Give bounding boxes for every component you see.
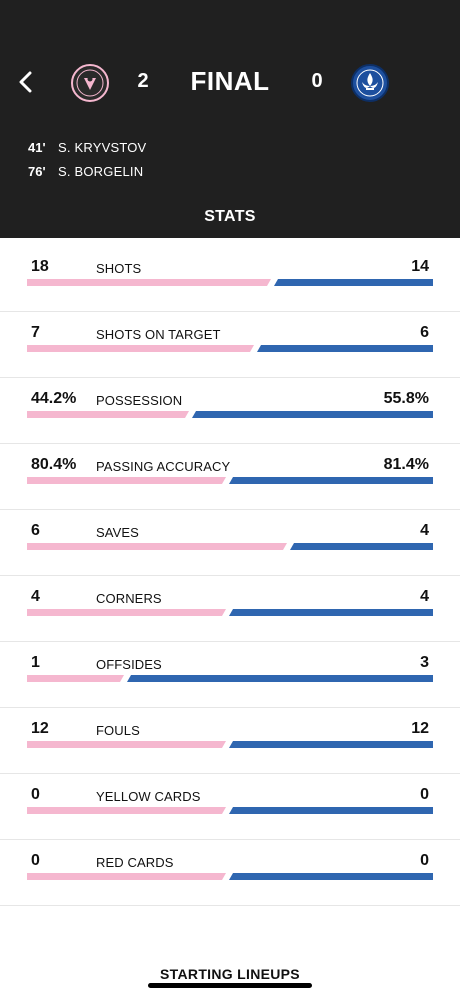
- home-indicator: [148, 983, 312, 988]
- stat-comparison-bar: [27, 409, 433, 418]
- away-stat-value: 6: [420, 324, 429, 341]
- stat-comparison-bar: [27, 541, 433, 550]
- home-stat-value: 44.2%: [31, 390, 77, 407]
- stat-row-saves: 6 SAVES 4: [0, 510, 460, 576]
- back-button[interactable]: [10, 66, 42, 98]
- away-stat-value: 81.4%: [383, 456, 429, 473]
- away-stat-bar: [257, 345, 433, 352]
- stat-comparison-bar: [27, 277, 433, 286]
- stat-row-possession: 44.2% POSSESSION 55.8%: [0, 378, 460, 444]
- stat-comparison-bar: [27, 343, 433, 352]
- starting-lineups-link[interactable]: STARTING LINEUPS: [160, 966, 300, 982]
- stat-row-shots-on-target: 7 SHOTS ON TARGET 6: [0, 312, 460, 378]
- stat-row-red-cards: 0 RED CARDS 0: [0, 840, 460, 906]
- home-stat-value: 1: [31, 654, 40, 671]
- goal-scorers-list: 41' S. KRYVSTOV 76' S. BORGELIN: [28, 135, 146, 183]
- home-stat-bar: [27, 277, 271, 286]
- home-stat-bar: [27, 541, 287, 550]
- home-stat-bar: [27, 805, 226, 814]
- home-stat-value: 18: [31, 258, 49, 275]
- away-score: 0: [311, 70, 323, 92]
- stat-comparison-bar: [27, 673, 433, 682]
- stat-label: FOULS: [96, 723, 140, 738]
- stat-comparison-bar: [27, 739, 433, 748]
- away-stat-value: 4: [420, 588, 429, 605]
- home-stat-bar: [27, 871, 226, 880]
- away-team-crest-icon[interactable]: [351, 64, 389, 102]
- stat-row-fouls: 12 FOULS 12: [0, 708, 460, 774]
- chevron-left-icon: [19, 71, 32, 93]
- away-stat-bar: [274, 279, 433, 286]
- away-stat-value: 12: [411, 720, 429, 737]
- goal-scorer: S. KRYVSTOV: [58, 139, 147, 155]
- home-score: 2: [137, 70, 149, 92]
- away-stat-bar: [229, 741, 433, 748]
- home-stat-value: 4: [31, 588, 40, 605]
- away-stat-value: 4: [420, 522, 429, 539]
- stat-row-shots: 18 SHOTS 14: [0, 246, 460, 312]
- goal-minute: 41': [28, 139, 46, 155]
- stat-label: RED CARDS: [96, 855, 174, 870]
- home-stat-value: 0: [31, 786, 40, 803]
- goal-item: 76' S. BORGELIN: [28, 159, 146, 183]
- match-status: FINAL: [190, 66, 270, 96]
- stat-label: YELLOW CARDS: [96, 789, 201, 804]
- stat-label: POSSESSION: [96, 393, 183, 408]
- home-stat-bar: [27, 343, 254, 352]
- home-stat-value: 12: [31, 720, 49, 737]
- home-stat-value: 0: [31, 852, 40, 869]
- home-stat-bar: [27, 475, 226, 484]
- away-stat-bar: [229, 873, 433, 880]
- stat-comparison-bar: [27, 607, 433, 616]
- away-stat-bar: [229, 609, 433, 616]
- stat-label: SAVES: [96, 525, 139, 540]
- home-stat-bar: [27, 409, 189, 418]
- stat-label: PASSING ACCURACY: [96, 459, 231, 474]
- stat-label: OFFSIDES: [96, 657, 162, 672]
- away-stat-value: 0: [420, 852, 429, 869]
- stat-row-offsides: 1 OFFSIDES 3: [0, 642, 460, 708]
- stat-comparison-bar: [27, 805, 433, 814]
- stats-section-title: STATS: [204, 208, 256, 225]
- home-team-crest-icon[interactable]: [71, 64, 109, 102]
- stat-label: SHOTS ON TARGET: [96, 327, 221, 342]
- stat-comparison-bar: [27, 871, 433, 880]
- away-stat-value: 55.8%: [383, 390, 429, 407]
- away-stat-bar: [229, 477, 433, 484]
- home-stat-value: 80.4%: [31, 456, 77, 473]
- away-stat-bar: [290, 543, 433, 550]
- away-stat-bar: [229, 807, 433, 814]
- stat-row-yellow-cards: 0 YELLOW CARDS 0: [0, 774, 460, 840]
- away-stat-bar: [192, 411, 433, 418]
- away-stat-value: 14: [411, 258, 429, 275]
- home-stat-value: 6: [31, 522, 40, 539]
- home-stat-bar: [27, 607, 226, 616]
- away-stat-value: 0: [420, 786, 429, 803]
- home-stat-value: 7: [31, 324, 40, 341]
- stat-label: CORNERS: [96, 591, 162, 606]
- stat-row-passing-accuracy: 80.4% PASSING ACCURACY 81.4%: [0, 444, 460, 510]
- goal-scorer: S. BORGELIN: [58, 163, 144, 179]
- away-stat-value: 3: [420, 654, 429, 671]
- goal-item: 41' S. KRYVSTOV: [28, 135, 146, 159]
- match-header: 2 FINAL 0 41' S. KRYVSTOV 76' S. BORGELI…: [0, 0, 460, 238]
- goal-minute: 76': [28, 163, 46, 179]
- stat-label: SHOTS: [96, 261, 142, 276]
- stat-comparison-bar: [27, 475, 433, 484]
- home-stat-bar: [27, 739, 226, 748]
- home-stat-bar: [27, 673, 124, 682]
- stats-list: 18 SHOTS 14 7 SHOTS ON TARGET 6 44.2% POSSESSIO…: [0, 246, 460, 906]
- away-stat-bar: [127, 675, 433, 682]
- stat-row-corners: 4 CORNERS 4: [0, 576, 460, 642]
